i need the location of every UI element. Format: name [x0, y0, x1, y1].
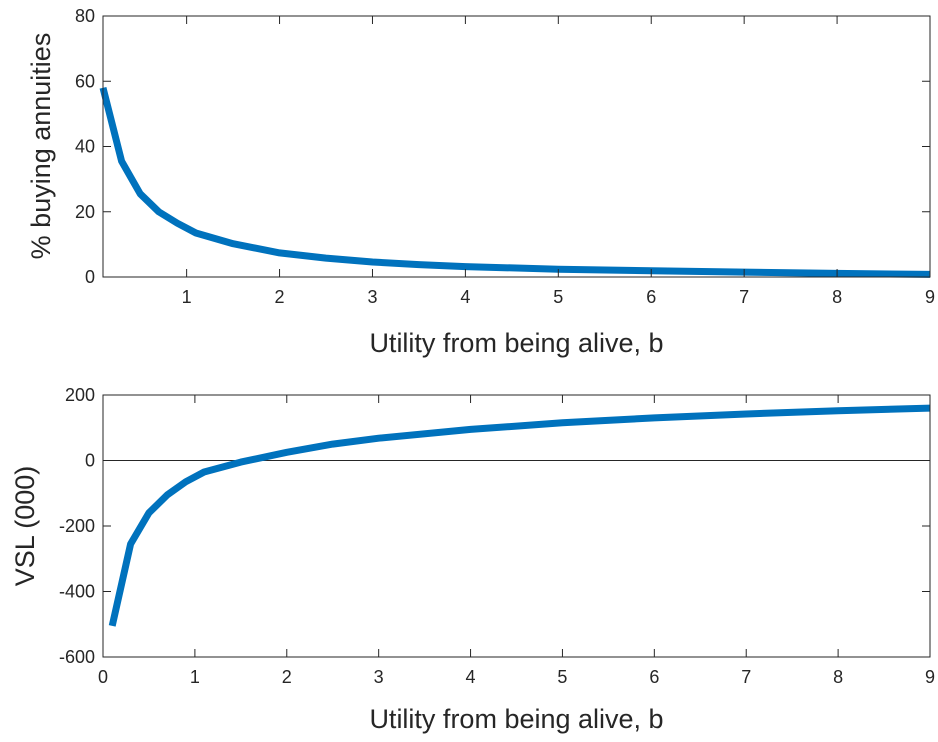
series-line-1 [99, 86, 931, 278]
x-tick-label: 7 [741, 667, 751, 687]
x-tick-label: 5 [553, 287, 563, 307]
y-tick-label: -200 [59, 516, 95, 536]
x-axis-label: Utility from being alive, b [369, 704, 663, 734]
x-tick-label: 6 [646, 287, 656, 307]
x-tick-label: 4 [460, 287, 470, 307]
y-tick-label: -600 [59, 647, 95, 667]
x-tick-label: 3 [374, 667, 384, 687]
x-tick-label: 2 [275, 287, 285, 307]
x-tick-label: 8 [833, 667, 843, 687]
y-tick-label: 200 [65, 385, 95, 405]
x-tick-label: 9 [925, 287, 935, 307]
y-tick-label: -400 [59, 582, 95, 602]
x-tick-label: 0 [98, 667, 108, 687]
x-tick-label: 6 [649, 667, 659, 687]
x-tick-label: 1 [190, 667, 200, 687]
series-line-1 [108, 404, 931, 627]
x-axis-label: Utility from being alive, b [369, 328, 663, 358]
axes-box [102, 15, 931, 278]
y-tick-label: 0 [85, 267, 95, 287]
chart-panel-2: 0 1 2 3 4 5 6 7 8 9 -600 -400 -200 0 200 Utility from b… [10, 385, 935, 734]
y-tick-label: 0 [85, 451, 95, 471]
x-tick-label: 8 [832, 287, 842, 307]
x-tick-label: 1 [182, 287, 192, 307]
x-tick-label: 2 [282, 667, 292, 687]
y-tick-label: 20 [75, 202, 95, 222]
x-tick-label: 3 [367, 287, 377, 307]
x-tick-label: 4 [466, 667, 476, 687]
y-tick-label: 40 [75, 137, 95, 157]
y-tick-label: 60 [75, 71, 95, 91]
chart-panel-1: 1 2 3 4 5 6 7 8 9 0 20 40 60 80 Utility from being ali… [26, 6, 935, 358]
y-axis-label: % buying annuities [26, 33, 56, 260]
axes-box [102, 394, 931, 658]
y-tick-label: 80 [75, 6, 95, 26]
x-tick-label: 9 [925, 667, 935, 687]
x-tick-label: 7 [739, 287, 749, 307]
y-axis-label: VSL (000) [10, 466, 40, 587]
x-tick-label: 5 [557, 667, 567, 687]
